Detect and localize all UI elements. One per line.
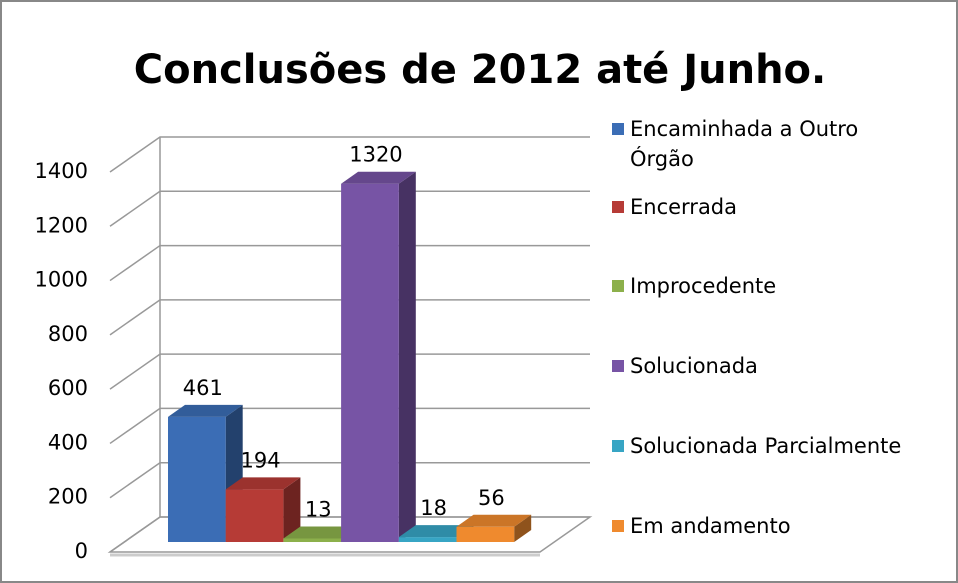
- bar-side: [398, 171, 416, 542]
- data-label: 194: [241, 448, 281, 472]
- bar: [456, 526, 515, 542]
- bar: [341, 183, 399, 542]
- y-tick-label: 600: [48, 376, 88, 400]
- legend-item: Solucionada Parcialmente: [610, 431, 901, 461]
- legend-label: Encerrada: [630, 195, 738, 219]
- legend-label: Em andamento: [630, 514, 791, 538]
- legend-swatch: [612, 280, 624, 292]
- y-tick-label: 1200: [35, 213, 88, 237]
- legend-swatch: [612, 201, 624, 213]
- bar-top: [456, 514, 532, 527]
- bar: [225, 489, 284, 542]
- legend-swatch: [612, 123, 624, 135]
- y-tick-label: 1000: [35, 268, 88, 292]
- grid-line: [109, 244, 590, 282]
- legend-item: Improcedente: [610, 271, 776, 301]
- bar-side: [283, 477, 301, 542]
- y-tick-label: 0: [75, 539, 88, 563]
- legend-item: Encerrada: [610, 192, 737, 222]
- data-label: 1320: [349, 143, 402, 167]
- bar-side: [514, 514, 532, 542]
- legend-item: Solucionada: [610, 351, 758, 381]
- bar-top: [341, 171, 416, 184]
- legend-item: Encaminhada a Outro Órgão: [610, 114, 860, 174]
- grid-line: [109, 136, 590, 173]
- legend-label: Solucionada Parcialmente: [630, 434, 902, 458]
- y-tick-label: 200: [48, 485, 88, 509]
- grid-line: [109, 407, 590, 445]
- data-label: 13: [305, 497, 332, 521]
- y-tick-label: 1400: [35, 159, 88, 183]
- grid-line: [109, 190, 590, 227]
- data-label: 461: [183, 376, 223, 400]
- grid-line: [109, 516, 590, 553]
- legend-swatch: [612, 520, 624, 532]
- bar-top: [225, 477, 301, 490]
- grid-line: [109, 353, 590, 390]
- bar: [168, 416, 226, 542]
- bar: [283, 538, 342, 542]
- grid-line: [109, 299, 590, 336]
- bar-top: [168, 404, 243, 417]
- grid-line: [109, 461, 590, 499]
- legend-label: Encaminhada a Outro Órgão: [630, 117, 859, 171]
- y-tick-label: 400: [48, 430, 88, 454]
- legend-item: Em andamento: [610, 511, 791, 541]
- chart-title: Conclusões de 2012 até Junho.: [134, 47, 826, 93]
- legend-label: Solucionada: [630, 354, 758, 378]
- bar-top: [398, 525, 474, 538]
- bar: [398, 537, 457, 542]
- y-tick-label: 800: [48, 322, 88, 346]
- legend-swatch: [612, 360, 624, 372]
- data-label: 56: [478, 486, 505, 510]
- legend-swatch: [612, 440, 624, 452]
- data-label: 18: [420, 496, 447, 520]
- legend-label: Improcedente: [630, 274, 777, 298]
- bar-top: [283, 526, 359, 539]
